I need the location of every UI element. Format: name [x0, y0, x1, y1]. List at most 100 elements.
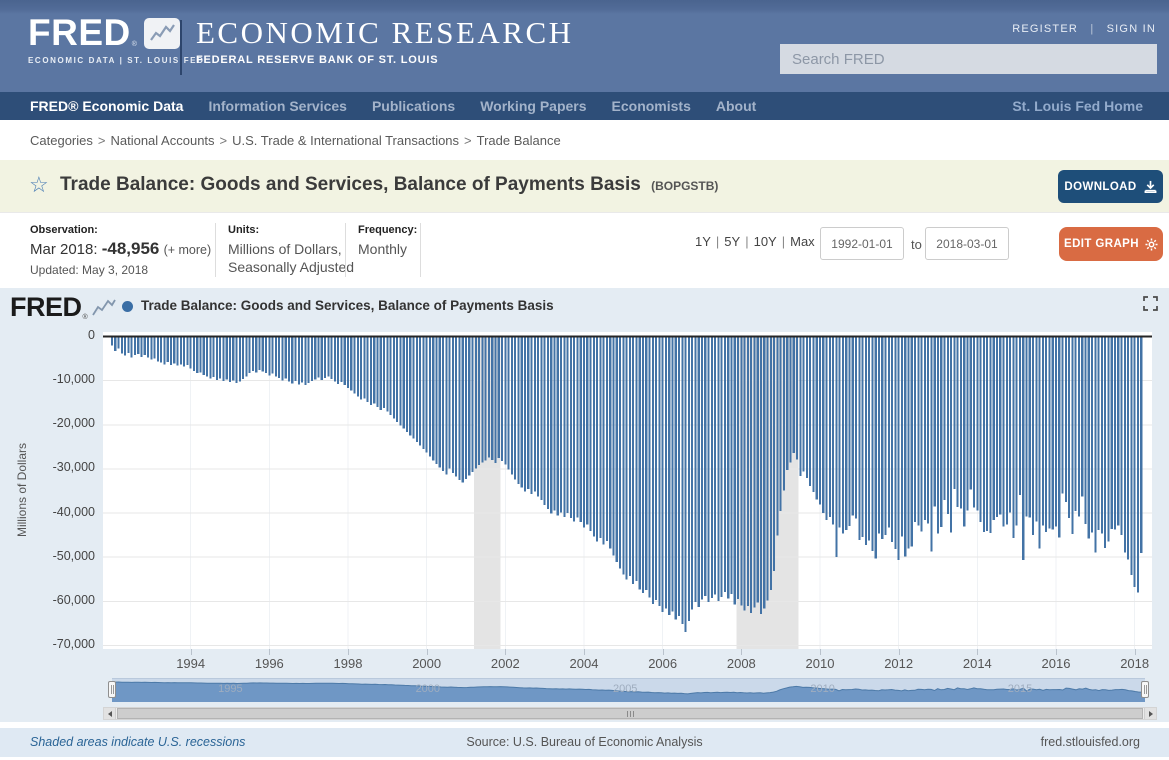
bar[interactable] [301, 336, 304, 383]
bar[interactable] [1064, 336, 1067, 502]
bar[interactable] [501, 336, 504, 462]
bar[interactable] [992, 336, 995, 520]
bar[interactable] [818, 336, 822, 505]
bar[interactable] [255, 336, 258, 373]
bar[interactable] [527, 336, 530, 490]
bar[interactable] [750, 336, 753, 613]
bar[interactable] [215, 336, 218, 380]
bar[interactable] [248, 336, 251, 374]
bar[interactable] [1012, 336, 1015, 539]
bar[interactable] [294, 336, 297, 382]
bar[interactable] [212, 336, 215, 378]
bar[interactable] [855, 336, 858, 519]
bar[interactable] [723, 336, 726, 593]
bar[interactable] [274, 336, 277, 377]
bar[interactable] [415, 336, 418, 443]
bar[interactable] [832, 336, 835, 525]
date-to-input[interactable] [925, 227, 1009, 260]
bar[interactable] [789, 336, 792, 463]
bar[interactable] [910, 336, 913, 547]
bar[interactable] [124, 336, 127, 356]
bar[interactable] [127, 336, 130, 353]
bar[interactable] [799, 336, 802, 476]
bar[interactable] [737, 336, 740, 600]
bar[interactable] [445, 336, 448, 475]
bar[interactable] [271, 336, 274, 374]
nav-item[interactable]: FRED® Economic Data [30, 98, 184, 114]
bar[interactable] [140, 336, 143, 357]
bar[interactable] [592, 336, 595, 537]
bar[interactable] [287, 336, 291, 382]
bar[interactable] [635, 336, 638, 582]
bar[interactable] [153, 336, 156, 359]
bar[interactable] [1081, 336, 1084, 497]
bar[interactable] [743, 336, 746, 611]
bar[interactable] [943, 336, 946, 501]
bar[interactable] [989, 336, 992, 533]
bar[interactable] [891, 336, 894, 543]
bar[interactable] [458, 336, 461, 480]
plot-area[interactable] [103, 332, 1152, 649]
bar[interactable] [651, 336, 654, 604]
bar[interactable] [461, 336, 464, 483]
bar[interactable] [1104, 336, 1107, 548]
bar[interactable] [379, 336, 382, 410]
bar[interactable] [619, 336, 622, 569]
bar[interactable] [628, 336, 631, 577]
bar[interactable] [484, 336, 487, 461]
nav-item[interactable]: Information Services [208, 98, 347, 114]
bar[interactable] [648, 336, 651, 598]
nav-stlouisfed-home[interactable]: St. Louis Fed Home [1012, 98, 1143, 114]
bar[interactable] [995, 336, 999, 517]
bar[interactable] [815, 336, 818, 500]
date-from-input[interactable] [820, 227, 904, 260]
bar[interactable] [1077, 336, 1081, 517]
bar[interactable] [589, 336, 592, 532]
bar[interactable] [399, 336, 402, 426]
bar[interactable] [697, 336, 700, 608]
bar[interactable] [435, 336, 438, 464]
bar[interactable] [209, 336, 212, 379]
bar[interactable] [235, 336, 238, 383]
bar[interactable] [189, 336, 192, 369]
download-button[interactable]: DOWNLOAD [1058, 170, 1163, 203]
bar[interactable] [169, 336, 173, 366]
fullscreen-icon[interactable] [1143, 296, 1158, 311]
bar[interactable] [422, 336, 425, 449]
bar[interactable] [396, 336, 399, 422]
bar[interactable] [1097, 336, 1100, 531]
bar[interactable] [199, 336, 202, 373]
bar[interactable] [468, 336, 471, 476]
bar[interactable] [494, 336, 497, 463]
bar[interactable] [884, 336, 887, 536]
bar[interactable] [717, 336, 720, 601]
bar[interactable] [425, 336, 428, 453]
bar[interactable] [759, 336, 763, 615]
bar[interactable] [428, 336, 431, 457]
bar[interactable] [678, 336, 681, 616]
bar[interactable] [887, 336, 890, 528]
bar[interactable] [822, 336, 825, 513]
bar[interactable] [1054, 336, 1058, 527]
bar[interactable] [451, 336, 454, 474]
bar[interactable] [130, 336, 133, 358]
bar[interactable] [825, 336, 828, 520]
bar[interactable] [166, 336, 169, 363]
bar[interactable] [1123, 336, 1126, 553]
bar[interactable] [927, 336, 930, 524]
range-preset-5y[interactable]: 5Y [724, 234, 741, 249]
register-link[interactable]: REGISTER [1012, 23, 1079, 35]
bar[interactable] [546, 336, 549, 509]
scrollbar-thumb[interactable] [117, 708, 1143, 719]
bar[interactable] [350, 336, 353, 391]
bar[interactable] [1045, 336, 1048, 532]
bar[interactable] [671, 336, 674, 612]
bar[interactable] [114, 336, 117, 352]
bar[interactable] [1022, 336, 1025, 561]
bar[interactable] [658, 336, 661, 607]
breadcrumb-item[interactable]: National Accounts [110, 133, 215, 148]
bar[interactable] [1018, 336, 1022, 496]
bar[interactable] [877, 336, 881, 534]
observation-more-link[interactable]: (+ more) [163, 243, 212, 257]
bar[interactable] [920, 336, 923, 532]
